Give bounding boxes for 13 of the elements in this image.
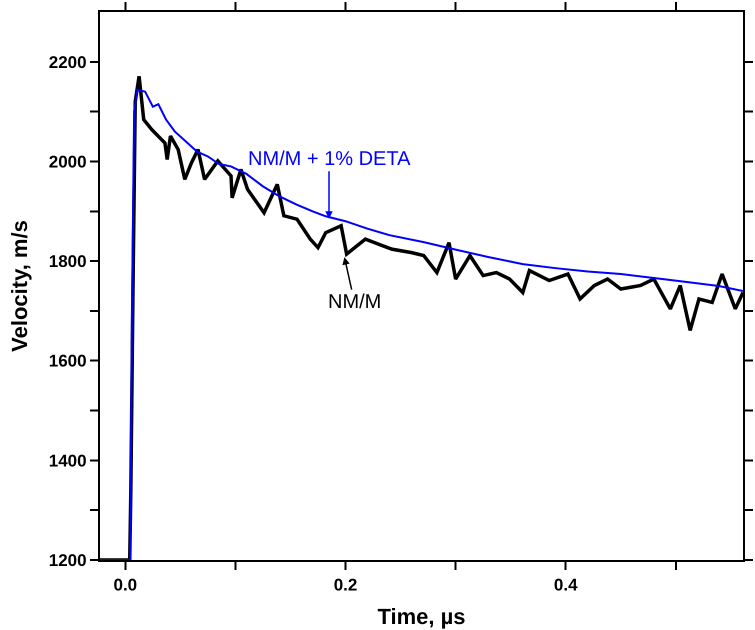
y-tick-label: 2200 (48, 52, 87, 72)
y-tick-label: 1400 (48, 451, 87, 470)
x-tick-label: 0.0 (114, 575, 138, 594)
y-tick-label: 1600 (48, 352, 87, 371)
y-tick-label: 1200 (48, 550, 87, 570)
y-axis-title: Velocity, m/s (7, 220, 32, 352)
x-tick-label: 0.2 (334, 575, 358, 594)
x-tick-label: 0.4 (554, 575, 578, 594)
y-tick-label: 1800 (48, 252, 87, 272)
annotation: NM/M (328, 291, 382, 313)
x-axis-title: Time, µs (377, 604, 466, 629)
y-tick-label: 2000 (48, 152, 87, 172)
annotation: NM/M + 1% DETA (248, 148, 412, 170)
